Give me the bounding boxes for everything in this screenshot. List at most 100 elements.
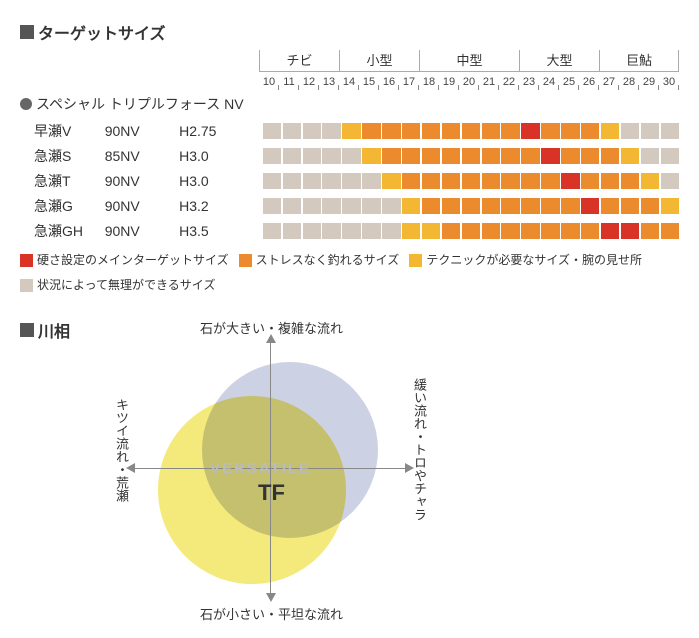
size-number: 25 xyxy=(559,76,579,88)
size-cell xyxy=(521,223,539,239)
product-row: 急瀬G90NVH3.2 xyxy=(20,195,679,217)
size-cell xyxy=(581,198,599,214)
size-cell xyxy=(322,148,340,164)
size-cell xyxy=(362,148,380,164)
size-cell xyxy=(501,198,519,214)
kawasou-heading: 川相 xyxy=(20,318,70,342)
size-cell xyxy=(462,173,480,189)
size-cell xyxy=(422,198,440,214)
size-cell xyxy=(402,173,420,189)
size-number: 16 xyxy=(379,76,399,88)
size-cell xyxy=(263,223,281,239)
target-size-title: ターゲットサイズ xyxy=(38,20,166,44)
size-cell xyxy=(322,173,340,189)
product-name: 急瀬G xyxy=(20,196,105,216)
size-number: 13 xyxy=(319,76,339,88)
product-name: 早瀬V xyxy=(20,121,105,141)
size-cell xyxy=(561,198,579,214)
size-cell xyxy=(322,123,340,139)
size-cell xyxy=(283,198,301,214)
size-number: 29 xyxy=(639,76,659,88)
size-category-header: チビ小型中型大型巨鮎 xyxy=(20,50,679,72)
size-cell xyxy=(661,198,679,214)
venn-label-bottom: 石が小さい・平坦な流れ xyxy=(200,604,343,623)
size-cell xyxy=(382,173,400,189)
size-cell xyxy=(263,123,281,139)
product-nv: 90NV xyxy=(105,223,179,239)
size-cell xyxy=(382,123,400,139)
size-number: 19 xyxy=(439,76,459,88)
size-number: 14 xyxy=(339,76,359,88)
size-cell xyxy=(382,198,400,214)
product-h: H2.75 xyxy=(179,123,263,139)
size-number: 21 xyxy=(479,76,499,88)
size-cell xyxy=(541,123,559,139)
size-cell xyxy=(342,148,360,164)
size-cell xyxy=(342,123,360,139)
square-icon xyxy=(20,323,34,337)
size-number: 18 xyxy=(419,76,439,88)
size-number: 30 xyxy=(659,76,679,88)
venn-label-left: キツイ流れ・荒瀬 xyxy=(112,398,131,502)
size-cell xyxy=(283,123,301,139)
size-category: 中型 xyxy=(419,50,519,72)
size-cell xyxy=(402,148,420,164)
size-cell xyxy=(641,173,659,189)
size-cell xyxy=(581,173,599,189)
size-cell xyxy=(501,173,519,189)
size-cell xyxy=(621,198,639,214)
size-number: 23 xyxy=(519,76,539,88)
size-cell xyxy=(303,148,321,164)
size-cell xyxy=(263,173,281,189)
legend-text: ストレスなく釣れるサイズ xyxy=(256,250,400,272)
size-category: 小型 xyxy=(339,50,419,72)
venn-diagram: 石が大きい・複雑な流れ 石が小さい・平坦な流れ キツイ流れ・荒瀬 緩い流れ・トロ… xyxy=(90,318,450,618)
product-h: H3.2 xyxy=(179,198,263,214)
size-cell xyxy=(362,223,380,239)
size-cell xyxy=(621,123,639,139)
legend-swatch xyxy=(20,279,33,292)
product-nv: 90NV xyxy=(105,173,179,189)
legend: 硬さ設定のメインターゲットサイズストレスなく釣れるサイズテクニックが必要なサイズ… xyxy=(20,250,679,300)
size-cell xyxy=(462,223,480,239)
product-group-heading: スペシャル トリプルフォース NV xyxy=(20,94,679,114)
size-cell xyxy=(342,223,360,239)
size-cell xyxy=(521,173,539,189)
size-cell xyxy=(442,223,460,239)
size-cell xyxy=(581,123,599,139)
legend-item: 状況によって無理ができるサイズ xyxy=(20,275,215,297)
size-number: 22 xyxy=(499,76,519,88)
size-number: 26 xyxy=(579,76,599,88)
size-number: 24 xyxy=(539,76,559,88)
size-cell xyxy=(462,148,480,164)
product-row: 急瀬T90NVH3.0 xyxy=(20,170,679,192)
product-name: 急瀬T xyxy=(20,171,105,191)
size-cell xyxy=(601,148,619,164)
target-size-heading: ターゲットサイズ xyxy=(20,20,679,44)
size-category: 巨鮎 xyxy=(599,50,679,72)
size-cell xyxy=(422,223,440,239)
product-name: 急瀬GH xyxy=(20,221,105,241)
size-number: 17 xyxy=(399,76,419,88)
size-cell xyxy=(641,223,659,239)
size-category: 大型 xyxy=(519,50,599,72)
size-cell xyxy=(462,198,480,214)
size-cell xyxy=(342,198,360,214)
kawasou-title: 川相 xyxy=(38,318,70,342)
product-group-title: スペシャル トリプルフォース NV xyxy=(36,94,244,114)
size-cell xyxy=(482,198,500,214)
size-number: 10 xyxy=(259,76,279,88)
size-cell xyxy=(422,148,440,164)
size-cell xyxy=(541,223,559,239)
size-cell xyxy=(263,198,281,214)
size-cell xyxy=(263,148,281,164)
legend-swatch xyxy=(239,254,252,267)
size-cell xyxy=(283,223,301,239)
legend-text: テクニックが必要なサイズ・腕の見せ所 xyxy=(426,250,642,272)
size-category: チビ xyxy=(259,50,339,72)
product-name: 急瀬S xyxy=(20,146,105,166)
size-cell xyxy=(462,123,480,139)
size-cell xyxy=(422,173,440,189)
legend-swatch xyxy=(20,254,33,267)
size-number: 12 xyxy=(299,76,319,88)
